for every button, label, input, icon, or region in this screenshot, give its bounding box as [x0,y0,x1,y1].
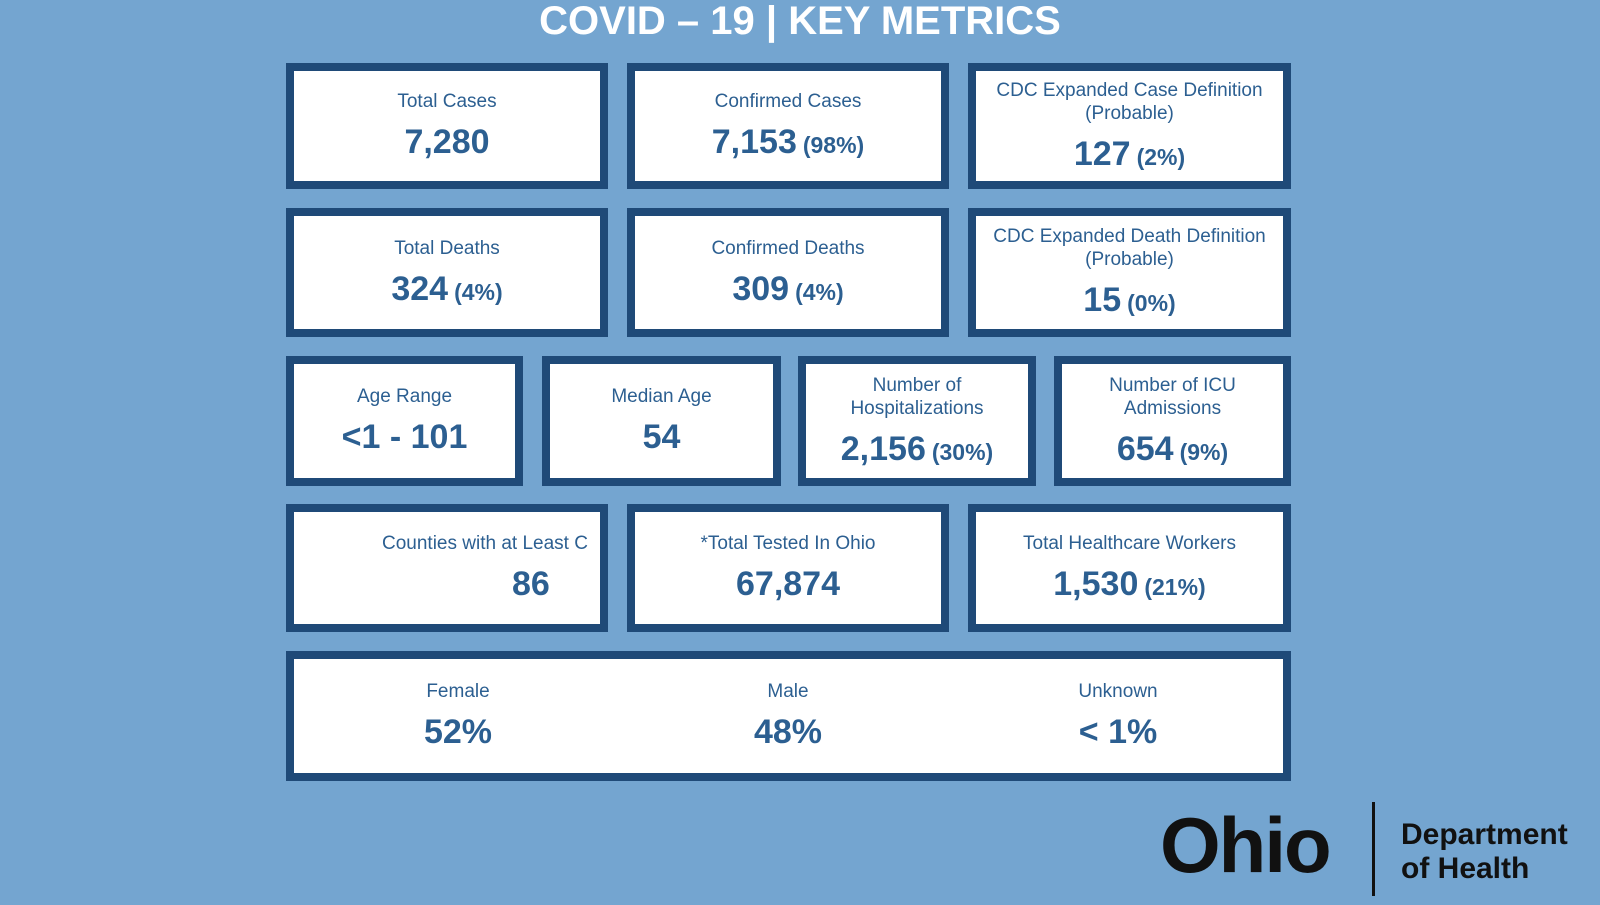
metric-value-line: 54 [643,418,681,457]
metric-value: 309 [732,269,790,308]
metric-value: 7,153 [711,123,797,161]
metric-card: Confirmed Cases 7,153 (98%) [627,63,949,189]
metric-card: *Total Tested In Ohio 67,874 [627,504,949,632]
metric-value-line: 7,280 [404,123,489,162]
metric-value-line: 67,874 [736,565,840,604]
metric-label: Total Cases [397,91,497,112]
sex-label: Female [426,681,490,702]
metric-card: Total Healthcare Workers 1,530 (21%) [968,504,1291,632]
sex-item: Unknown < 1% [953,659,1283,773]
metric-value: 1,530 [1053,565,1139,603]
sex-value: 52% [423,713,493,751]
metric-card: Number of ICU Admissions 654 (9%) [1054,356,1291,486]
metric-value-line: 127 (2%) [1074,135,1185,174]
metric-percent: (98%) [802,132,865,158]
metric-label: Confirmed Cases [714,91,862,112]
logo-department: Department of Health [1401,818,1568,886]
logo-line: of Health [1401,852,1530,885]
metric-percent: (4%) [454,278,503,305]
metric-label: *Total Tested In Ohio [700,533,876,554]
metric-value-line: 654 (9%) [1117,430,1228,469]
metric-percent: (0%) [1127,290,1176,316]
metric-value-line: 324 (4%) [391,270,502,309]
metric-percent: (9%) [1179,438,1229,465]
metric-percent: (2%) [1136,143,1186,170]
logo-divider [1372,802,1375,896]
sex-label: Unknown [1078,681,1158,702]
metric-value: 324 [391,269,449,308]
metric-card: Total Cases 7,280 [286,63,608,189]
metric-label: CDC Expanded Death Definition (Probable) [993,226,1266,270]
metric-label: Number of ICU Admissions [1109,374,1236,419]
metric-value: 54 [642,418,681,456]
metric-value: 127 [1073,134,1131,173]
sex-label: Male [767,681,809,702]
metric-value-line: 1,530 (21%) [1053,565,1205,604]
page-title: COVID – 19 | KEY METRICS [539,0,1061,43]
metric-value-line: 2,156 (30%) [841,430,993,469]
metric-card: Median Age 54 [542,356,781,486]
metric-value-line: 86 [294,565,550,604]
metric-card: CDC Expanded Death Definition (Probable)… [968,208,1291,337]
metric-label: Number of Hospitalizations [850,374,984,419]
sex-card: Female 52% Male 48% Unknown < 1% [286,651,1291,781]
metric-value: 86 [512,565,550,603]
sex-item: Male 48% [623,659,953,773]
metric-card: Counties with at Least C 86 [286,504,608,632]
metric-value-line: 309 (4%) [732,270,843,309]
metric-value: <1 - 101 [341,418,468,456]
sex-item: Female 52% [294,659,623,773]
logo-name: Ohio [1160,801,1332,889]
metric-percent: (4%) [795,278,844,305]
metric-value-line: 15 (0%) [1083,281,1175,320]
metric-value: 67,874 [736,565,840,603]
metric-card: Confirmed Deaths 309 (4%) [627,208,949,337]
metric-label: Age Range [356,386,453,407]
metric-percent: (30%) [931,438,994,465]
metric-label: CDC Expanded Case Definition (Probable) [996,79,1263,124]
metric-value-line: 7,153 (98%) [712,123,864,162]
metric-card: Total Deaths 324 (4%) [286,208,608,337]
sex-value: < 1% [1078,713,1158,751]
metric-value: 7,280 [404,123,490,161]
metric-label: Median Age [611,386,712,407]
metric-value: 654 [1116,429,1174,468]
metric-percent: (21%) [1144,574,1206,600]
metric-label: Total Deaths [394,237,500,259]
sex-value: 48% [753,713,823,751]
metric-label: Counties with at Least C [382,533,588,554]
metric-card: CDC Expanded Case Definition (Probable) 1… [968,63,1291,189]
metric-value: 2,156 [840,429,926,468]
metric-label: Total Healthcare Workers [1023,533,1236,554]
metric-value: 15 [1083,281,1122,319]
metric-card: Number of Hospitalizations 2,156 (30%) [798,356,1036,486]
metric-card: Age Range <1 - 101 [286,356,523,486]
logo-line: Department [1401,818,1568,851]
metric-label: Confirmed Deaths [711,237,865,259]
metric-value-line: <1 - 101 [342,418,468,457]
